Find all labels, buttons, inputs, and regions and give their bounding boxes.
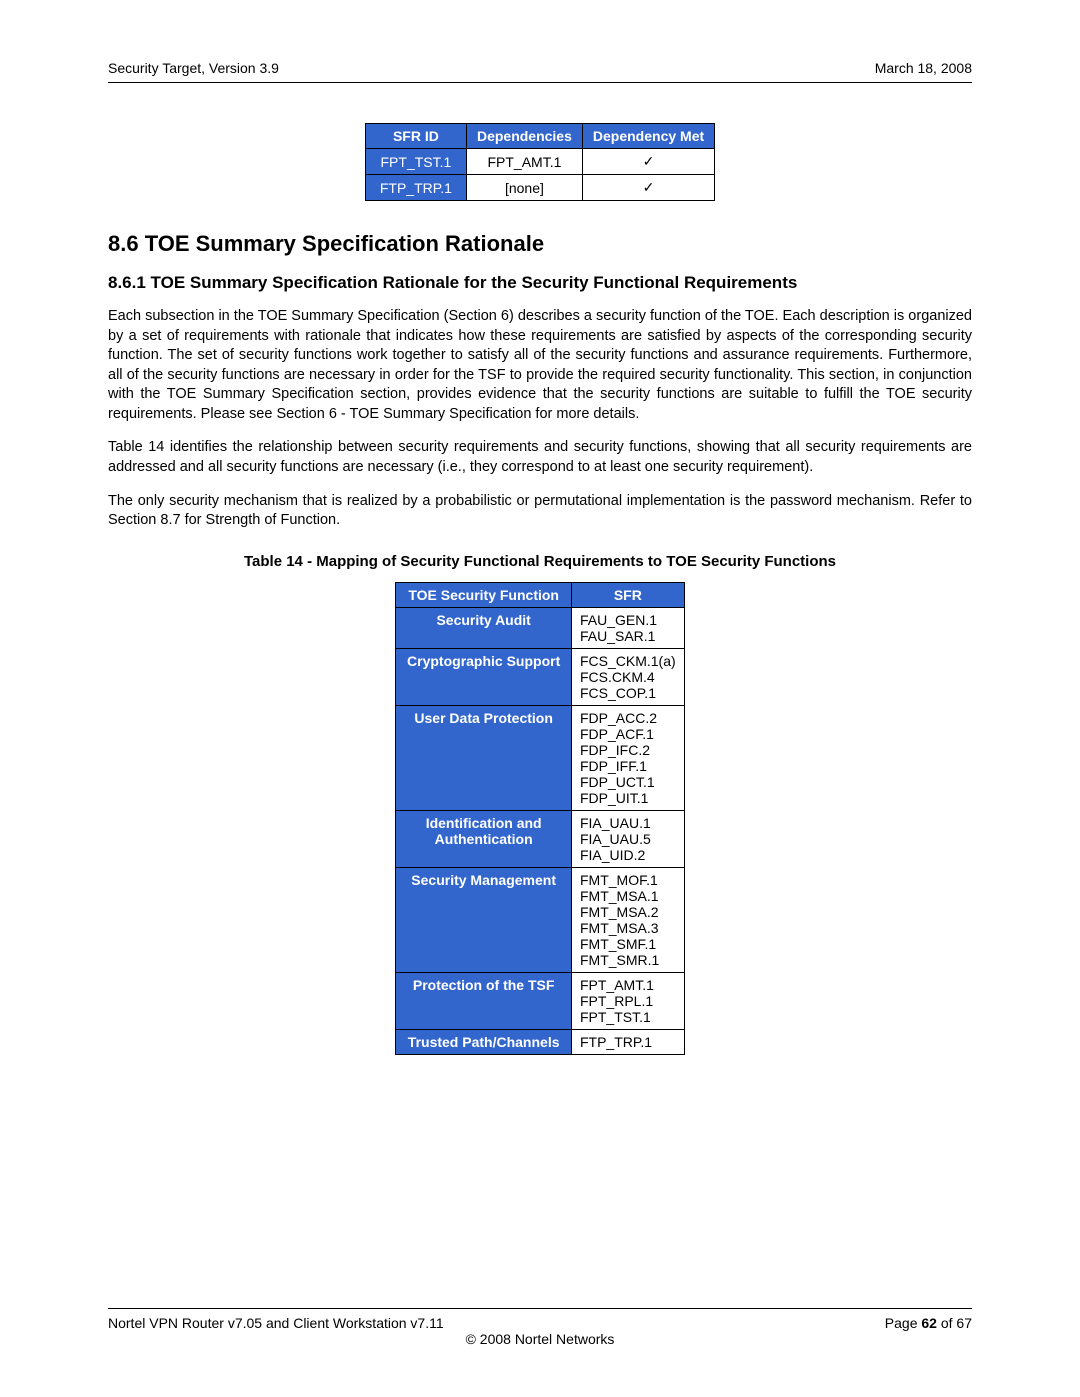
t2-r3-fn: Identification and Authentication (396, 810, 572, 867)
t1-h0: SFR ID (365, 124, 466, 149)
section-8-6-heading: 8.6 TOE Summary Specification Rationale (108, 231, 972, 257)
page-total: 67 (956, 1315, 972, 1331)
page-footer: Nortel VPN Router v7.05 and Client Works… (108, 1308, 972, 1347)
paragraph-3: The only security mechanism that is real… (108, 492, 972, 531)
page-header: Security Target, Version 3.9 March 18, 2… (108, 60, 972, 83)
table-row: Cryptographic Support FCS_CKM.1(a) FCS.C… (396, 648, 684, 705)
t1-r1-sfr: FTP_TRP.1 (365, 175, 466, 201)
t1-r0-dep: FPT_AMT.1 (466, 149, 582, 175)
footer-right: Page 62 of 67 (885, 1315, 972, 1331)
paragraph-2: Table 14 identifies the relationship bet… (108, 438, 972, 477)
t1-r1-met: ✓ (582, 175, 714, 201)
t1-h2: Dependency Met (582, 124, 714, 149)
t2-r6-sfr: FTP_TRP.1 (571, 1029, 684, 1054)
table-row: FTP_TRP.1 [none] ✓ (365, 175, 714, 201)
t2-r4-sfr: FMT_MOF.1 FMT_MSA.1 FMT_MSA.2 FMT_MSA.3 … (571, 867, 684, 972)
table-row: Security Management FMT_MOF.1 FMT_MSA.1 … (396, 867, 684, 972)
table-row: Trusted Path/Channels FTP_TRP.1 (396, 1029, 684, 1054)
t2-r1-fn: Cryptographic Support (396, 648, 572, 705)
t1-h1: Dependencies (466, 124, 582, 149)
mapping-table: TOE Security Function SFR Security Audit… (395, 582, 684, 1055)
t2-r2-fn: User Data Protection (396, 705, 572, 810)
t2-r3-sfr: FIA_UAU.1 FIA_UAU.5 FIA_UID.2 (571, 810, 684, 867)
header-left: Security Target, Version 3.9 (108, 60, 279, 76)
page-current: 62 (921, 1315, 937, 1331)
table-row: FPT_TST.1 FPT_AMT.1 ✓ (365, 149, 714, 175)
t2-r5-sfr: FPT_AMT.1 FPT_RPL.1 FPT_TST.1 (571, 972, 684, 1029)
t2-r4-fn: Security Management (396, 867, 572, 972)
t2-r1-sfr: FCS_CKM.1(a) FCS.CKM.4 FCS_COP.1 (571, 648, 684, 705)
page-of: of (937, 1315, 956, 1331)
table-row: Protection of the TSF FPT_AMT.1 FPT_RPL.… (396, 972, 684, 1029)
page-prefix: Page (885, 1315, 922, 1331)
t2-r6-fn: Trusted Path/Channels (396, 1029, 572, 1054)
t1-r0-met: ✓ (582, 149, 714, 175)
t2-r0-sfr: FAU_GEN.1 FAU_SAR.1 (571, 607, 684, 648)
table-row: Identification and Authentication FIA_UA… (396, 810, 684, 867)
t2-r0-fn: Security Audit (396, 607, 572, 648)
t2-r2-sfr: FDP_ACC.2 FDP_ACF.1 FDP_IFC.2 FDP_IFF.1 … (571, 705, 684, 810)
t1-r1-dep: [none] (466, 175, 582, 201)
footer-copyright: © 2008 Nortel Networks (108, 1331, 972, 1347)
dependency-table: SFR ID Dependencies Dependency Met FPT_T… (365, 123, 715, 201)
t2-h1: SFR (571, 582, 684, 607)
t1-r0-sfr: FPT_TST.1 (365, 149, 466, 175)
t2-h0: TOE Security Function (396, 582, 572, 607)
paragraph-1: Each subsection in the TOE Summary Speci… (108, 307, 972, 424)
table-row: User Data Protection FDP_ACC.2 FDP_ACF.1… (396, 705, 684, 810)
table14-caption: Table 14 - Mapping of Security Functiona… (108, 553, 972, 570)
table-row: Security Audit FAU_GEN.1 FAU_SAR.1 (396, 607, 684, 648)
header-right: March 18, 2008 (875, 60, 972, 76)
section-8-6-1-heading: 8.6.1 TOE Summary Specification Rational… (108, 273, 972, 293)
footer-left: Nortel VPN Router v7.05 and Client Works… (108, 1315, 444, 1331)
t2-r5-fn: Protection of the TSF (396, 972, 572, 1029)
